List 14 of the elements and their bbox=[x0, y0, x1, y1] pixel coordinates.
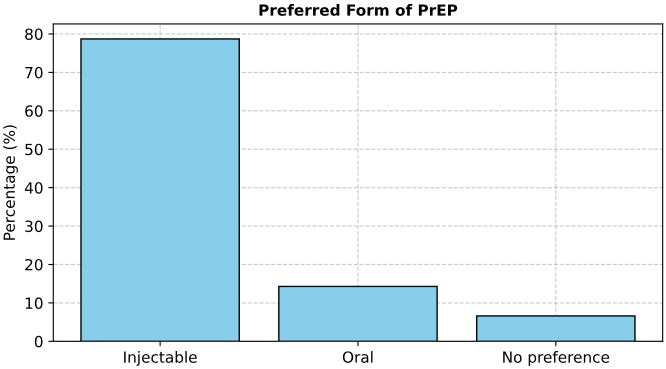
x-tick-label: Oral bbox=[342, 351, 372, 363]
x-tick-label: Injectable bbox=[124, 351, 197, 366]
x-tick-label: No preference bbox=[503, 351, 610, 366]
chart-title: Preferred Form of PrEP bbox=[260, 4, 458, 16]
y-tick-label: 10 bbox=[26, 297, 43, 309]
y-tick-label: 70 bbox=[25, 66, 43, 78]
y-axis-title: Percentage (%) bbox=[3, 125, 18, 240]
y-tick-label: 20 bbox=[25, 258, 43, 271]
y-tick-label: 40 bbox=[24, 182, 43, 194]
y-tick-label: 0 bbox=[34, 336, 43, 348]
y-tick-label: 30 bbox=[25, 220, 43, 232]
y-tick-label: 60 bbox=[25, 105, 43, 117]
y-tick-label: 80 bbox=[25, 28, 43, 40]
y-tick-label: 50 bbox=[25, 144, 43, 156]
